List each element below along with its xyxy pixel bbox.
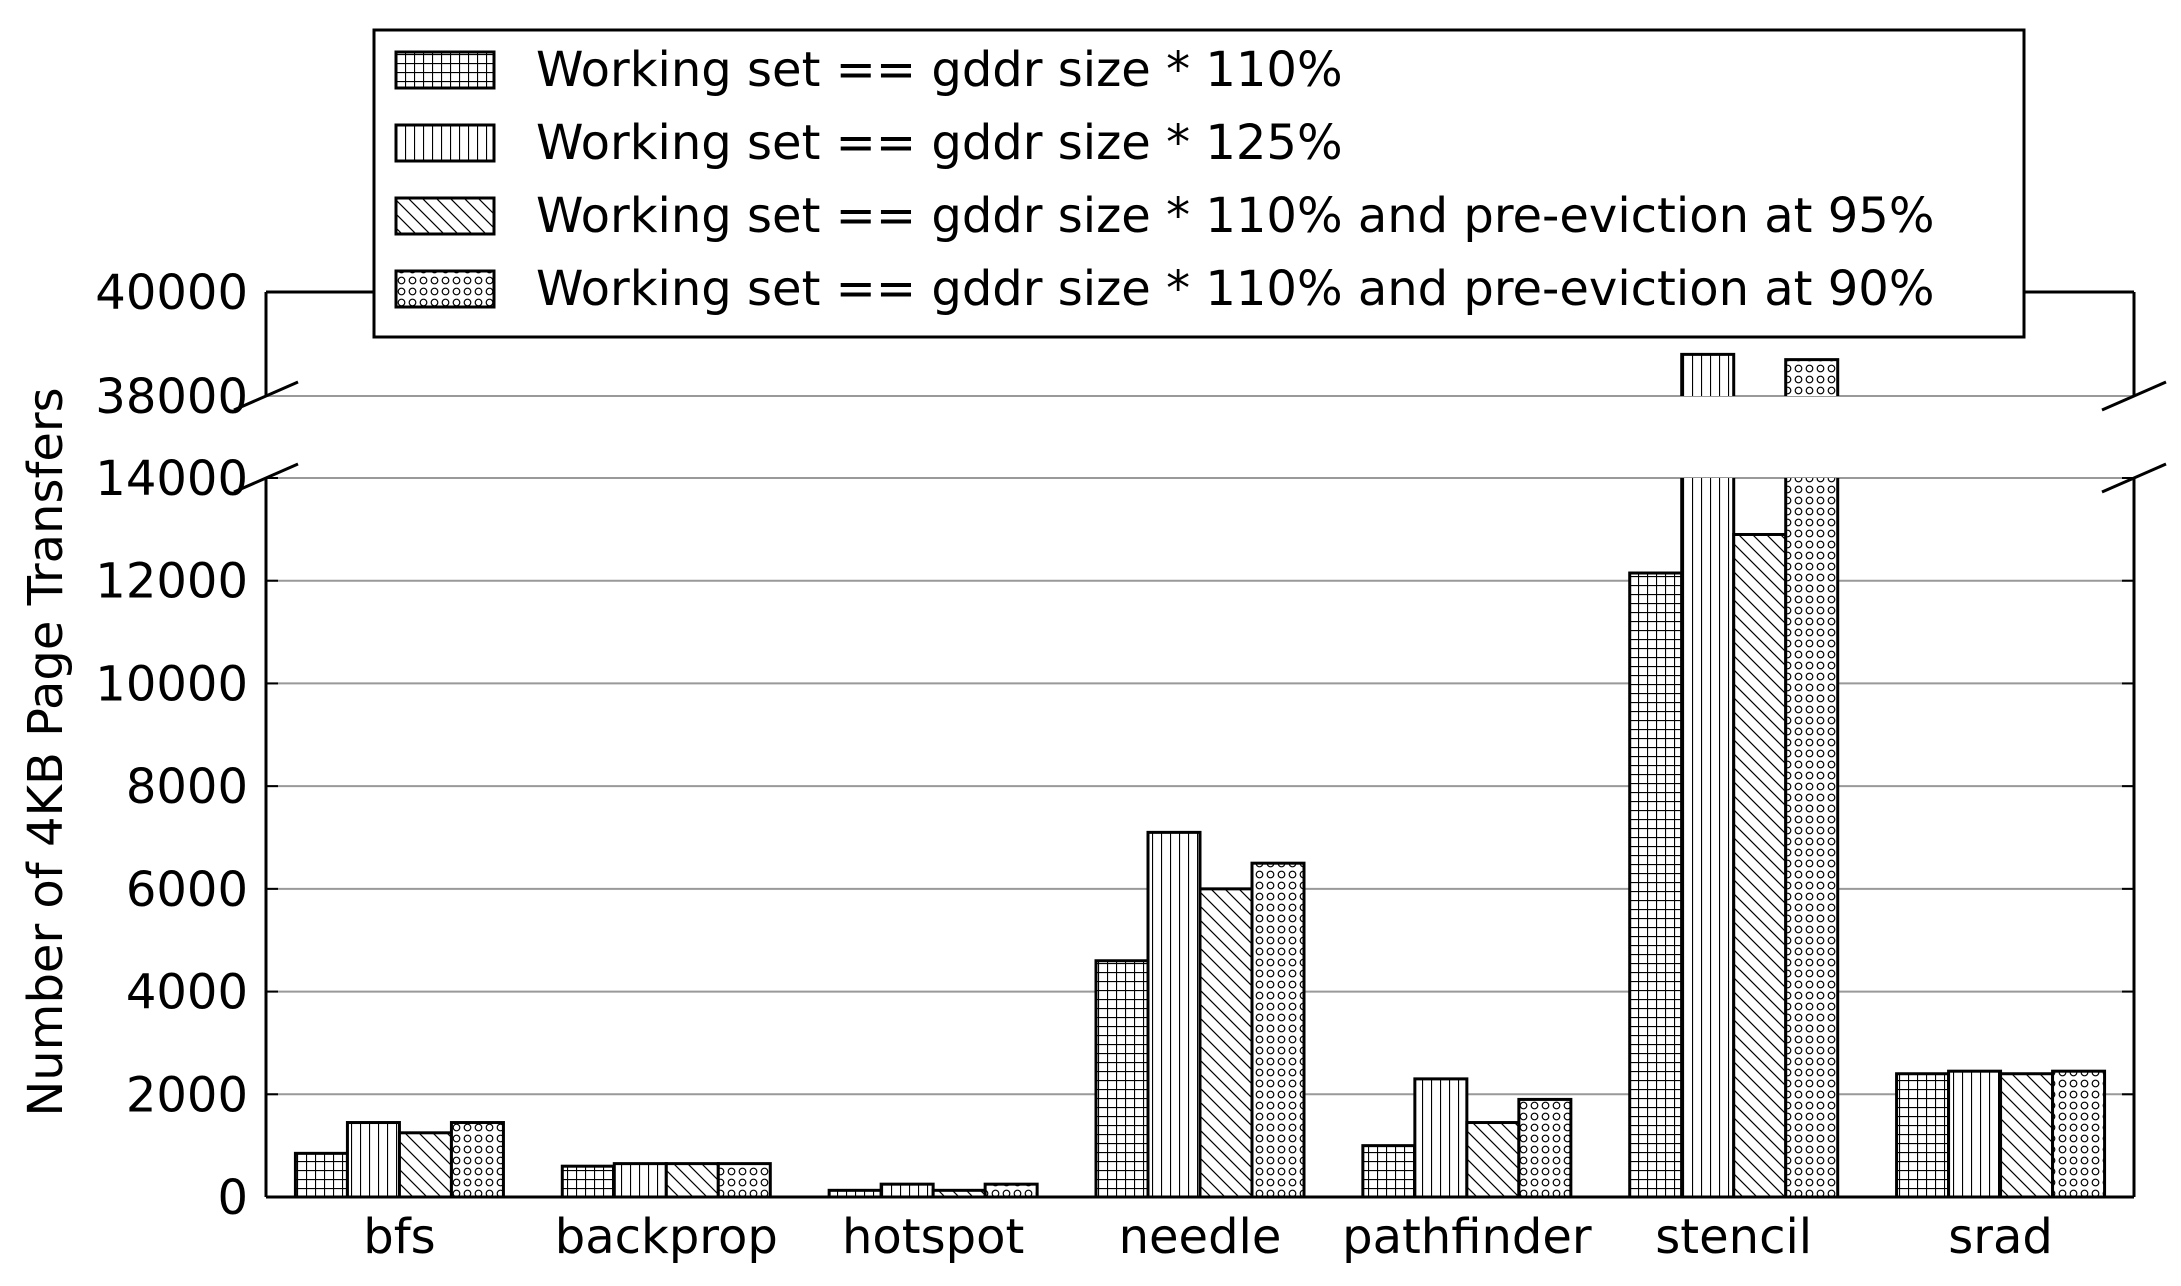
bar-pathfinder-series-4 (1517, 1097, 1573, 1199)
gridlines (266, 395, 2134, 1198)
bar-stencil-series-2-lower (1681, 478, 1734, 1197)
axis-break-mark (233, 380, 299, 412)
bar-stencil-series-3 (1732, 532, 1788, 1199)
bar-bfs-series-3 (397, 1131, 453, 1199)
y-axis-label: Number of 4KB Page Transfers (18, 387, 74, 1116)
bar-srad-series-1 (1895, 1072, 1951, 1199)
x-tick-label: srad (1948, 1209, 2053, 1265)
y-tick-labels: 0 2000 4000 6000 8000 10000 12000 14000 38000 400… (95, 265, 248, 1226)
bar-pathfinder-series-2 (1413, 1077, 1469, 1199)
legend-label-1: Working set == gddr size * 110% (536, 42, 1343, 98)
x-tick-label: hotspot (842, 1209, 1024, 1265)
bar-hotspot-series-2 (879, 1182, 935, 1199)
bar-stencil-series-2-upper (1681, 354, 1734, 396)
legend-swatch-1 (394, 50, 496, 90)
bar-needle-series-4 (1250, 861, 1306, 1199)
bar-backprop-series-3 (664, 1162, 720, 1199)
bar-pathfinder-series-3 (1465, 1121, 1521, 1199)
x-tick-label: backprop (555, 1209, 778, 1265)
legend-swatch-3 (394, 196, 496, 236)
legend: Working set == gddr size * 110% Working s… (372, 28, 2026, 339)
bar-bfs-series-2 (345, 1121, 401, 1199)
bar-outline (1784, 358, 1840, 396)
bar-stencil-series-4-upper (1785, 359, 1838, 396)
legend-swatch-4 (394, 269, 496, 309)
legend-label-4: Working set == gddr size * 110% and pre-… (536, 261, 1934, 317)
bar-needle-series-1 (1094, 959, 1150, 1199)
y-tick-label: 2000 (126, 1067, 248, 1123)
y-tick-label: 40000 (95, 265, 248, 321)
axis-break-mark (2101, 462, 2167, 494)
bar-needle-series-2 (1146, 830, 1202, 1199)
legend-box (372, 28, 2026, 339)
bar-backprop-series-4 (716, 1162, 772, 1199)
bar-outline (1680, 352, 1736, 396)
bar-stencil-series-4-lower (1785, 478, 1838, 1197)
x-tick-label: bfs (363, 1209, 435, 1265)
axis-break-mark (2101, 380, 2167, 412)
x-tick-label: pathfinder (1342, 1209, 1592, 1265)
y-tick-label: 0 (217, 1170, 248, 1226)
x-tick-label: needle (1119, 1209, 1282, 1265)
y-tick-label: 6000 (126, 862, 248, 918)
legend-label-3: Working set == gddr size * 110% and pre-… (536, 188, 1934, 244)
y-tick-label: 10000 (95, 656, 248, 712)
bar-srad-series-2 (1947, 1069, 2003, 1199)
bar-backprop-series-2 (612, 1162, 668, 1199)
bar-bfs-series-4 (449, 1121, 505, 1199)
y-tick-label: 12000 (95, 554, 248, 610)
bar-srad-series-3 (1999, 1072, 2055, 1199)
bar-srad-series-4 (2051, 1069, 2107, 1199)
legend-swatch-2 (394, 123, 496, 163)
bar-pathfinder-series-1 (1361, 1144, 1417, 1199)
y-tick-label: 14000 (95, 451, 248, 507)
x-tick-label: stencil (1655, 1209, 1812, 1265)
bar-bfs-series-1 (293, 1151, 349, 1199)
x-tick-labels: bfs backprop hotspot needle pathfinder stenci… (363, 1209, 2053, 1265)
y-tick-label: 8000 (126, 759, 248, 815)
legend-label-2: Working set == gddr size * 125% (536, 115, 1343, 171)
bar-stencil-series-1 (1628, 571, 1684, 1199)
axis-break-mark (233, 462, 299, 494)
bar-needle-series-3 (1198, 887, 1254, 1199)
y-tick-label: 38000 (95, 369, 248, 425)
bars (293, 352, 2107, 1199)
bar-backprop-series-1 (560, 1164, 616, 1199)
bar-hotspot-series-4 (983, 1182, 1039, 1199)
y-tick-label: 4000 (126, 965, 248, 1021)
